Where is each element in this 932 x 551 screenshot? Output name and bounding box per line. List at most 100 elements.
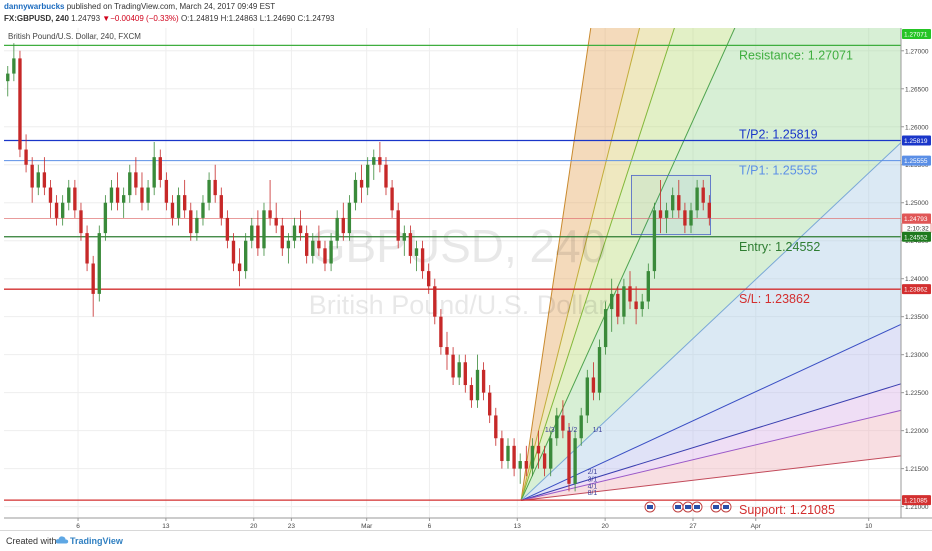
price-axis[interactable]: 1.27000 1.26500 1.26000 1.25500 1.25000 1.245…: [900, 28, 932, 530]
price-tag-last[interactable]: 1.24793 2:10:32: [901, 213, 932, 233]
candle: [628, 271, 632, 310]
candle: [79, 202, 83, 241]
time-axis[interactable]: 6 13 20 23 Mar 6 13 20 27 Apr 10: [4, 517, 932, 530]
publication-line: dannywarbucks published on TradingView.c…: [4, 2, 275, 11]
candle-body: [121, 195, 126, 203]
candle: [683, 202, 687, 234]
candle: [573, 430, 577, 492]
annotation-sl[interactable]: S/L: 1.23862: [739, 292, 810, 306]
annotation-resistance[interactable]: Resistance: 1.27071: [739, 48, 853, 62]
candle-body: [683, 210, 687, 226]
candle: [591, 362, 596, 401]
candle-body: [512, 445, 516, 469]
gann-fan-ray[interactable]: [520, 402, 932, 502]
economic-event-flag-icon[interactable]: [710, 501, 722, 513]
candle: [305, 225, 309, 264]
candle-body: [530, 445, 535, 469]
gann-fan-ray[interactable]: [520, 28, 687, 501]
gann-fan-ray[interactable]: [520, 373, 932, 502]
economic-events[interactable]: [644, 501, 732, 513]
price-tag-tp1[interactable]: 1.25555: [902, 155, 931, 166]
chart-header: dannywarbucks published on TradingView.c…: [0, 0, 932, 28]
event-flag-body: [713, 505, 719, 509]
candle: [420, 240, 425, 279]
candle-body: [561, 415, 565, 431]
gann-fan-ray[interactable]: [520, 112, 932, 501]
candle-body: [597, 347, 602, 393]
candle-body: [329, 240, 333, 264]
gann-fan-ray[interactable]: [520, 28, 649, 501]
open-price: O:1.24819: [180, 14, 219, 23]
horizontal-levels[interactable]: [4, 44, 901, 501]
candle-body: [555, 415, 559, 439]
candle: [244, 233, 248, 279]
candle-body: [427, 271, 431, 287]
candle: [530, 438, 535, 477]
candle: [97, 225, 101, 302]
annotation-support[interactable]: Support: 1.21085: [739, 503, 835, 517]
level-annotations[interactable]: Resistance: 1.27071 T/P2: 1.25819 T/P1: 1.…: [739, 48, 853, 517]
candle: [67, 179, 71, 211]
price-tick-label: 1.23000: [905, 352, 929, 359]
annotation-tp[interactable]: T/P2: 1.25819: [739, 128, 818, 142]
candle-body: [182, 195, 187, 211]
candle-body: [213, 179, 217, 196]
price-tag-box: [902, 231, 931, 242]
price-tag-box: [902, 495, 931, 506]
price-chart[interactable]: GBPUSD, 240 British Pound/U.S. Dollar Re…: [0, 28, 932, 530]
candle-body: [591, 377, 596, 393]
gann-fan[interactable]: [520, 28, 932, 502]
gann-fan-ray[interactable]: [520, 28, 752, 501]
candle-body: [225, 217, 230, 241]
candle: [488, 385, 492, 424]
gann-fan-ray[interactable]: [520, 28, 596, 501]
date-tick-label: 23: [288, 523, 296, 530]
gann-fan-ray[interactable]: [520, 309, 932, 501]
candle-body: [408, 233, 413, 256]
candle: [585, 369, 589, 424]
candle-body: [445, 347, 449, 355]
candle-body: [317, 240, 321, 249]
economic-event-flag-icon[interactable]: [672, 501, 684, 513]
candle-body: [140, 187, 144, 203]
candle-body: [695, 187, 699, 211]
candle-body: [158, 157, 162, 180]
candle: [323, 240, 327, 272]
price-tag-tp[interactable]: 1.25819: [902, 135, 931, 146]
gann-ray-label: 2/1: [588, 469, 598, 476]
candle: [262, 202, 266, 256]
price-tick-label: 1.22000: [905, 428, 929, 435]
gann-ray-label: 1/1: [593, 427, 603, 434]
economic-event-flag-icon[interactable]: [691, 501, 703, 513]
gann-fan-ray[interactable]: [521, 451, 932, 502]
candle: [121, 187, 126, 218]
candle: [469, 377, 474, 408]
candle-body: [164, 179, 169, 203]
candle-body: [286, 240, 291, 249]
candle-body: [488, 392, 492, 416]
candle: [640, 293, 644, 317]
price-tick-label: 1.21500: [905, 466, 929, 473]
price-tag-support[interactable]: 1.21085: [902, 495, 931, 506]
candle: [195, 210, 199, 241]
price-tag-sl[interactable]: 1.23862: [902, 284, 931, 295]
economic-event-flag-icon[interactable]: [644, 501, 656, 513]
candle: [36, 164, 40, 196]
price-tag-resistance[interactable]: 1.27071: [902, 29, 931, 39]
price-tag-entry[interactable]: 1.24552: [902, 231, 931, 242]
economic-event-flag-icon[interactable]: [720, 501, 732, 513]
annotation-tp1[interactable]: T/P1: 1.25555: [739, 164, 818, 178]
candle-body: [36, 172, 40, 188]
price-tick-label: 1.23500: [905, 314, 929, 321]
event-flag-body: [694, 505, 700, 509]
candle: [115, 172, 120, 211]
author-link[interactable]: dannywarbucks: [4, 2, 65, 11]
tradingview-brand[interactable]: TradingView: [70, 536, 123, 546]
annotation-entry[interactable]: Entry: 1.24552: [739, 240, 820, 254]
candle: [225, 210, 230, 249]
event-flag-body: [675, 505, 681, 509]
candle: [579, 407, 583, 446]
price-tag-label: 1.23862: [904, 287, 928, 294]
candle-body: [176, 195, 181, 218]
candle: [512, 438, 516, 477]
